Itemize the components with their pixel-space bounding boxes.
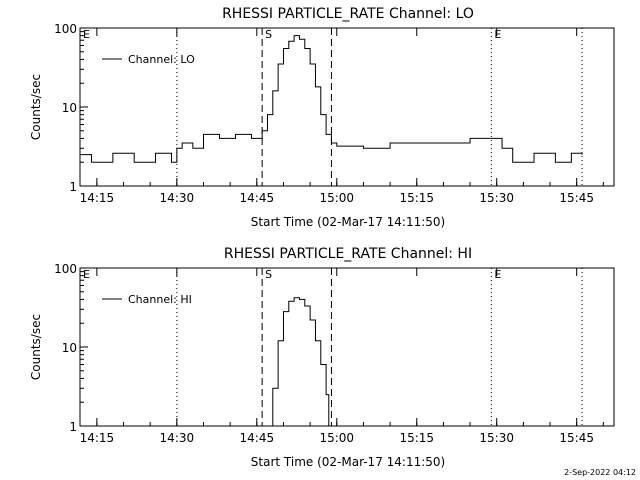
y-axis-label: Counts/sec (29, 314, 43, 380)
x-tick-label: 14:45 (240, 191, 275, 205)
series-line-lo (80, 35, 583, 163)
chart-title: RHESSI PARTICLE_RATE Channel: HI (224, 246, 472, 262)
y-tick-label: 10 (62, 101, 77, 115)
x-tick-label: 15:30 (479, 191, 514, 205)
plot-frame (79, 267, 615, 427)
x-tick-label: 15:30 (479, 431, 514, 445)
x-tick-label: 14:15 (80, 431, 115, 445)
y-tick-label: 100 (54, 262, 77, 276)
axis-ticks: 14:15 14:30 14:45 15:00 15:15 15:30 15:45 1 10 10… (54, 262, 604, 445)
y-tick-label: 10 (62, 341, 77, 355)
x-tick-label: 14:15 (80, 191, 115, 205)
marker-label: E (83, 268, 90, 281)
marker-label: E (83, 28, 90, 41)
chart-title: RHESSI PARTICLE_RATE Channel: LO (222, 6, 474, 22)
y-axis-label: Counts/sec (29, 74, 43, 140)
generated-timestamp: 2-Sep-2022 04:12 (564, 468, 636, 477)
x-tick-label: 14:45 (240, 431, 275, 445)
marker-label: E (494, 268, 501, 281)
legend-label: Channel: HI (128, 293, 192, 306)
x-tick-label: 15:00 (319, 431, 354, 445)
x-tick-label: 14:30 (160, 191, 195, 205)
x-tick-label: 15:45 (559, 431, 594, 445)
marker-label: E (494, 28, 501, 41)
chart-panel-hi: RHESSI PARTICLE_RATE Channel: HI Counts/… (29, 246, 615, 469)
y-tick-label: 1 (69, 180, 77, 194)
marker-label: S (265, 28, 272, 41)
y-tick-label: 1 (69, 420, 77, 434)
legend-label: Channel: LO (128, 53, 195, 66)
x-tick-label: 15:15 (399, 191, 434, 205)
x-tick-label: 15:00 (319, 191, 354, 205)
x-tick-label: 15:15 (399, 431, 434, 445)
legend: Channel: HI (102, 293, 192, 306)
marker-label: S (265, 268, 272, 281)
y-tick-label: 100 (54, 22, 77, 36)
x-tick-label: 15:45 (559, 191, 594, 205)
x-axis-label: Start Time (02-Mar-17 14:11:50) (251, 215, 445, 229)
series-line-hi (267, 297, 330, 427)
axis-ticks: 14:15 14:30 14:45 15:00 15:15 15:30 15:45 1 10 10… (54, 22, 604, 205)
x-tick-label: 14:30 (160, 431, 195, 445)
chart-panel-lo: RHESSI PARTICLE_RATE Channel: LO Counts/… (29, 6, 615, 229)
legend: Channel: LO (102, 53, 195, 66)
x-axis-label: Start Time (02-Mar-17 14:11:50) (251, 455, 445, 469)
